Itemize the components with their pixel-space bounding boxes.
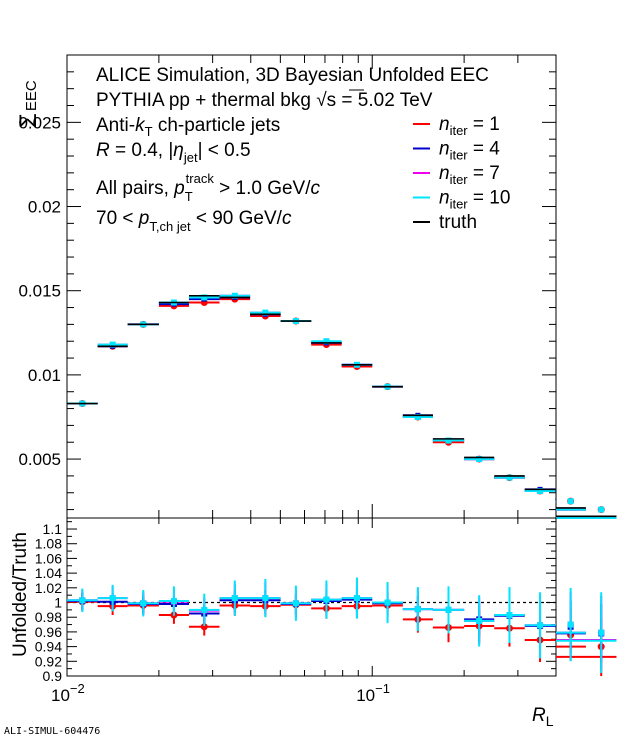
lower-point: [200, 623, 208, 631]
lower-y-tick-label: 1.06: [35, 550, 62, 566]
lower-series: [67, 587, 617, 663]
upper-y-axis-title: ΣEEC: [15, 80, 42, 128]
upper-y-tick-label: 0.025: [18, 113, 61, 132]
lower-point: [292, 600, 299, 607]
lower-point: [79, 597, 86, 604]
lower-point: [414, 606, 421, 613]
x-tick-label: 10−2: [51, 681, 85, 705]
lower-y-tick-label: 1.04: [35, 565, 62, 581]
upper-point: [567, 498, 574, 505]
legend-entry: truth: [439, 212, 477, 233]
lower-point: [567, 621, 574, 628]
annotation-generator: PYTHIA pp + thermal bkg √s = 5.02 TeV: [96, 90, 433, 111]
upper-data: [67, 292, 617, 519]
lower-point: [506, 612, 513, 619]
annotation-track-cut: All pairs, pTtrack > 1.0 GeV/c: [96, 171, 321, 204]
annotation-jets: Anti-kT ch-particle jets: [96, 115, 280, 139]
upper-point: [537, 488, 544, 495]
lower-point: [323, 596, 330, 603]
lower-point: [476, 617, 483, 624]
lower-y-tick-label: 0.96: [35, 624, 62, 640]
upper-series: [67, 294, 617, 519]
lower-series: [67, 577, 617, 674]
sqrt-s-symbol: √s: [316, 90, 336, 111]
upper-y-tick-label: 0.015: [18, 282, 61, 301]
upper-point: [414, 413, 421, 420]
lower-y-axis-title: Unfolded/Truth: [10, 532, 31, 657]
lower-y-tick-label: 1.02: [35, 580, 62, 596]
lower-series: [67, 592, 617, 676]
upper-point: [231, 292, 238, 299]
lower-point: [353, 595, 360, 602]
legend-entry: niter = 4: [439, 139, 500, 163]
lower-axes: 10−2 10−1 0.90.920.940.960.9811.021.041.06…: [35, 518, 557, 705]
upper-point: [109, 341, 116, 348]
upper-point: [262, 309, 269, 316]
lower-data: [67, 577, 617, 676]
legend-entry: niter = 1: [439, 114, 500, 138]
annotation-radius: R = 0.4, |ηjet| < 0.5: [96, 140, 251, 165]
lower-y-tick-label: 1.1: [43, 521, 63, 537]
lower-point: [201, 606, 208, 613]
upper-point: [323, 338, 330, 345]
upper-point: [506, 474, 513, 481]
lower-point: [231, 595, 238, 602]
legend-entry: niter = 10: [439, 188, 510, 212]
upper-series: [67, 294, 617, 519]
upper-y-tick-label: 0.005: [18, 450, 61, 469]
lower-y-tick-label: 1.08: [35, 536, 62, 552]
upper-series: [67, 295, 617, 519]
lower-y-tick-label: 0.9: [43, 668, 63, 684]
upper-point: [201, 294, 208, 301]
lower-plot-frame: [66, 517, 557, 677]
upper-series: [67, 294, 617, 518]
annotation-title: ALICE Simulation, 3D Bayesian Unfolded E…: [96, 65, 489, 86]
upper-axes: 0.005 0.01 0.015 0.02 0.025: [18, 55, 557, 518]
upper-y-tick-label: 0.01: [28, 366, 61, 385]
upper-y-tick-label: 0.02: [28, 198, 61, 217]
figure-id-footer: ALI-SIMUL-604476: [4, 726, 101, 737]
x-tick-label: 10−1: [356, 681, 390, 705]
lower-y-tick-label: 1: [54, 595, 62, 611]
lower-point: [598, 629, 605, 636]
lower-y-tick-label: 0.92: [35, 653, 62, 669]
upper-point: [445, 437, 452, 444]
lower-point: [537, 622, 544, 629]
upper-point: [598, 506, 605, 513]
annotation-block: ALICE Simulation, 3D Bayesian Unfolded E…: [96, 65, 489, 234]
lower-point: [109, 595, 116, 602]
lower-point: [445, 606, 452, 613]
legend-entry: niter = 7: [439, 163, 500, 187]
lower-point: [262, 595, 269, 602]
annotation-jet-pt: 70 < pT,ch jet < 90 GeV/c: [96, 208, 292, 234]
upper-point: [476, 456, 483, 463]
lower-point: [140, 600, 147, 607]
lower-point: [170, 598, 177, 605]
lower-y-tick-label: 0.94: [35, 639, 62, 655]
lower-point: [384, 599, 391, 606]
upper-series: [67, 292, 617, 519]
lower-y-tick-label: 0.98: [35, 609, 62, 625]
x-axis-title: RL: [532, 705, 554, 729]
